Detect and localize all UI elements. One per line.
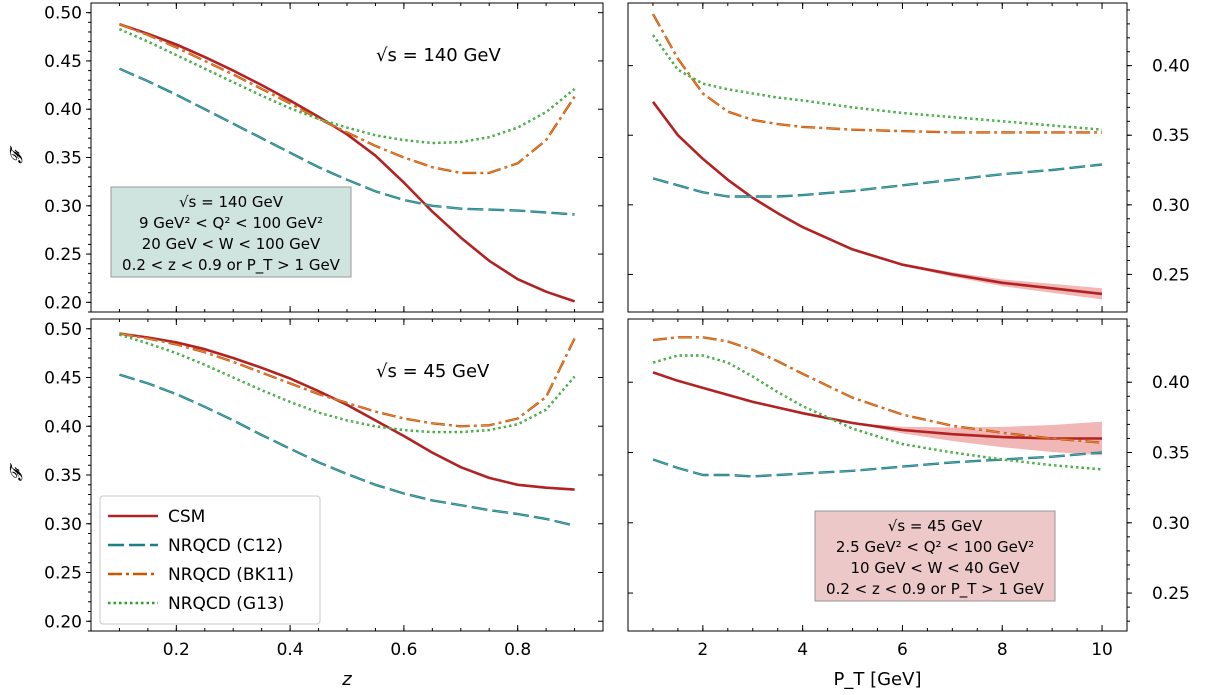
- series-line-nrqcd-c12: [652, 451, 1103, 478]
- series-highlight: [652, 355, 1103, 470]
- series-highlight: [652, 164, 1103, 197]
- info-box-line: 2.5 GeV² < Q² < 100 GeV²: [836, 538, 1034, 556]
- x-tick-label: 0.4: [277, 640, 304, 660]
- info-box: [814, 510, 1056, 602]
- y-tick-label: 0.25: [1152, 265, 1190, 285]
- series-highlight: [119, 28, 575, 144]
- y-tick-label: 0.20: [44, 293, 82, 313]
- x-tick-label: 8: [997, 640, 1008, 660]
- legend: CSM NRQCD (C12) NRQCD (BK11) NRQCD (G13): [99, 495, 321, 625]
- x-tick-label: 10: [1091, 640, 1113, 660]
- x-tick-label: 0.2: [163, 640, 190, 660]
- y-tick-label: 0.30: [44, 515, 82, 535]
- series-line-nrqcd-g13: [652, 354, 1103, 471]
- info-box-line: 0.2 < z < 0.9 or P_T > 1 GeV: [122, 256, 341, 275]
- y-tick-label: 0.45: [44, 52, 82, 72]
- series-line-nrqcd-bk11: [118, 23, 576, 175]
- y-tick-label: 0.25: [44, 564, 82, 584]
- series-line-nrqcd-bk11: [651, 13, 1102, 134]
- series-highlight: [652, 34, 1103, 131]
- series-highlight: [119, 333, 575, 427]
- series-line-nrqcd-g13: [119, 333, 576, 434]
- series-line-nrqcd-g13: [118, 28, 576, 145]
- x-tick-label: 0.6: [390, 640, 417, 660]
- panel-bottom-left: 0.20 0.25 0.30 0.35 0.40 0.45 0.50 0.2 0.4 0.6 0.8…: [7, 318, 604, 690]
- y-tick-label: 0.25: [1152, 584, 1190, 604]
- x-tick-label: 4: [797, 640, 808, 660]
- series-line-csm: [651, 101, 1103, 296]
- info-box-line: √s = 140 GeV: [179, 193, 284, 211]
- panel-top-right: 0.25 0.30 0.35 0.40: [627, 2, 1190, 313]
- series-line-nrqcd-bk11: [119, 332, 576, 428]
- y-tick-label: 0.35: [1152, 126, 1190, 146]
- info-box-line: 20 GeV < W < 100 GeV: [142, 235, 321, 253]
- series-highlight: [119, 23, 575, 174]
- info-box-line: 9 GeV² < Q² < 100 GeV²: [139, 214, 323, 232]
- series-line-nrqcd-c12: [118, 67, 575, 216]
- legend-frame: [99, 495, 321, 625]
- series-line-csm: [652, 371, 1102, 440]
- info-box: [110, 186, 352, 278]
- info-box-line: √s = 45 GeV: [888, 517, 983, 535]
- csm-uncertainty-band: [653, 372, 1102, 456]
- info-box-line: 10 GeV < W < 40 GeV: [851, 559, 1021, 577]
- y-tick-label: 0.25: [44, 245, 82, 265]
- series-line-nrqcd-c12: [119, 373, 575, 527]
- y-tick-label: 0.30: [1152, 514, 1190, 534]
- series-line-nrqcd-g13: [652, 34, 1103, 131]
- y-tick-label: 0.40: [1152, 373, 1190, 393]
- y-tick-label: 0.40: [1152, 57, 1190, 77]
- y-tick-label: 0.20: [44, 612, 82, 632]
- y-tick-label: 0.40: [44, 417, 82, 437]
- series-line-nrqcd-bk11: [652, 336, 1103, 444]
- y-tick-label: 0.50: [44, 320, 82, 340]
- x-tick-label: 6: [897, 640, 908, 660]
- info-box-line: 0.2 < z < 0.9 or P_T > 1 GeV: [826, 580, 1045, 599]
- legend-label: NRQCD (BK11): [168, 565, 294, 585]
- y-tick-label: 0.35: [44, 149, 82, 169]
- y-tick-label: 0.50: [44, 4, 82, 24]
- series-line-csm: [118, 22, 576, 303]
- x-tick-label: 0.8: [504, 640, 531, 660]
- panel-top-left: 0.200.250.300.350.400.450.50𝓕√s = 140 Ge…: [7, 2, 604, 313]
- series-highlight: [652, 452, 1103, 477]
- x-axis-label: z: [341, 669, 352, 690]
- energy-annotation: √s = 140 GeV: [376, 45, 501, 66]
- series-highlight: [119, 334, 575, 433]
- legend-label: CSM: [168, 507, 205, 527]
- y-tick-label: 0.35: [1152, 444, 1190, 464]
- legend-label: NRQCD (G13): [168, 594, 284, 614]
- y-tick-label: 0.30: [1152, 196, 1190, 216]
- y-tick-label: 0.30: [44, 197, 82, 217]
- series-highlight: [119, 374, 575, 527]
- x-tick-label: 2: [697, 640, 708, 660]
- series-highlight: [652, 336, 1103, 444]
- panel-bottom-right: 0.25 0.30 0.35 0.40 2 4 6 8 10 P_T [GeV] √s = 45 G…: [627, 318, 1190, 690]
- series-line-csm: [119, 332, 575, 491]
- y-tick-label: 0.40: [44, 100, 82, 120]
- series-line-nrqcd-c12: [652, 163, 1103, 198]
- series-highlight: [119, 68, 575, 215]
- x-axis-label: P_T [GeV]: [834, 669, 922, 690]
- series-highlight: [652, 13, 1102, 133]
- y-tick-label: 0.35: [44, 466, 82, 486]
- legend-label: NRQCD (C12): [168, 536, 283, 556]
- energy-annotation: √s = 45 GeV: [376, 361, 490, 382]
- y-tick-label: 0.45: [44, 369, 82, 389]
